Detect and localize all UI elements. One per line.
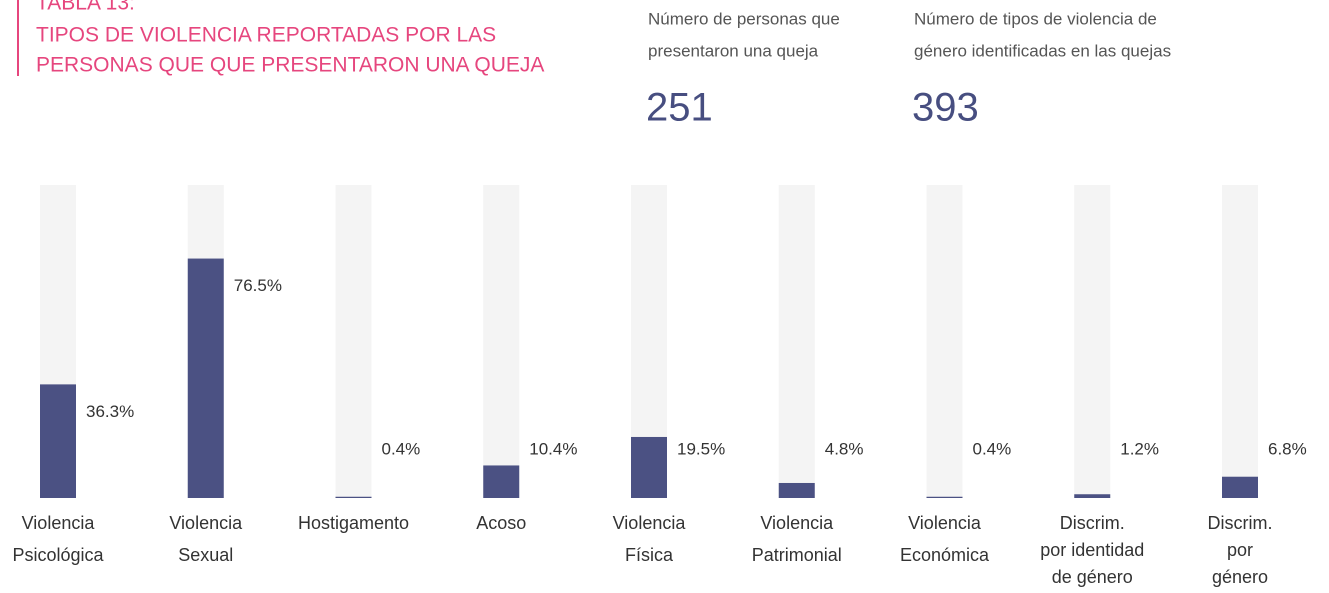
- title-line: TIPOS DE VIOLENCIA REPORTADAS POR LAS: [36, 24, 496, 47]
- x-tick-label: Violencia: [760, 513, 834, 533]
- value-label: 10.4%: [529, 439, 577, 458]
- stat-value: 251: [646, 86, 713, 130]
- x-tick-label: Violencia: [22, 513, 96, 533]
- stat-label: Número de tipos de violencia de: [914, 9, 1157, 28]
- stat-value: 393: [912, 86, 979, 130]
- x-tick-label: Discrim.: [1208, 513, 1273, 533]
- x-tick-label: Sexual: [178, 545, 233, 565]
- x-tick-label: Violencia: [908, 513, 982, 533]
- value-label: 4.8%: [825, 439, 864, 458]
- x-tick-label: Hostigamento: [298, 513, 409, 533]
- value-label: 0.4%: [973, 439, 1012, 458]
- x-tick-label: Económica: [900, 545, 990, 565]
- bar: [1074, 494, 1111, 498]
- x-tick-label: de género: [1052, 567, 1133, 587]
- value-label: 19.5%: [677, 439, 725, 458]
- stat-label: género identificadas en las quejas: [914, 41, 1171, 60]
- bar: [778, 482, 815, 498]
- bar: [187, 258, 224, 498]
- value-label: 6.8%: [1268, 439, 1307, 458]
- x-tick-label: Violencia: [613, 513, 687, 533]
- value-label: 76.5%: [234, 276, 282, 295]
- bar-track: [926, 185, 963, 498]
- bar: [335, 496, 372, 498]
- bar-track: [778, 185, 815, 498]
- bar: [1222, 476, 1258, 498]
- bar-track: [1222, 185, 1258, 498]
- bar-track: [335, 185, 372, 498]
- value-label: 1.2%: [1120, 439, 1159, 458]
- x-tick-label: género: [1212, 567, 1268, 587]
- x-tick-label: Psicológica: [12, 545, 104, 565]
- title-line: PERSONAS QUE QUE PRESENTARON UNA QUEJA: [36, 54, 544, 77]
- x-tick-label: Acoso: [476, 513, 526, 533]
- x-tick-label: Física: [625, 545, 674, 565]
- x-tick-label: Patrimonial: [752, 545, 842, 565]
- bar: [631, 436, 667, 498]
- value-label: 36.3%: [86, 402, 134, 421]
- bar: [40, 384, 76, 498]
- bar: [483, 465, 520, 498]
- stat-label: Número de personas que: [648, 9, 840, 28]
- x-tick-label: Discrim.: [1060, 513, 1125, 533]
- x-tick-label: por: [1227, 540, 1253, 560]
- x-tick-label: Violencia: [169, 513, 243, 533]
- table-label: TABLA 13:: [36, 0, 135, 15]
- bar: [926, 496, 963, 498]
- bar-track: [483, 185, 520, 498]
- stat-label: presentaron una queja: [648, 41, 819, 60]
- value-label: 0.4%: [382, 439, 421, 458]
- bar-track: [1074, 185, 1111, 498]
- x-tick-label: por identidad: [1040, 540, 1144, 560]
